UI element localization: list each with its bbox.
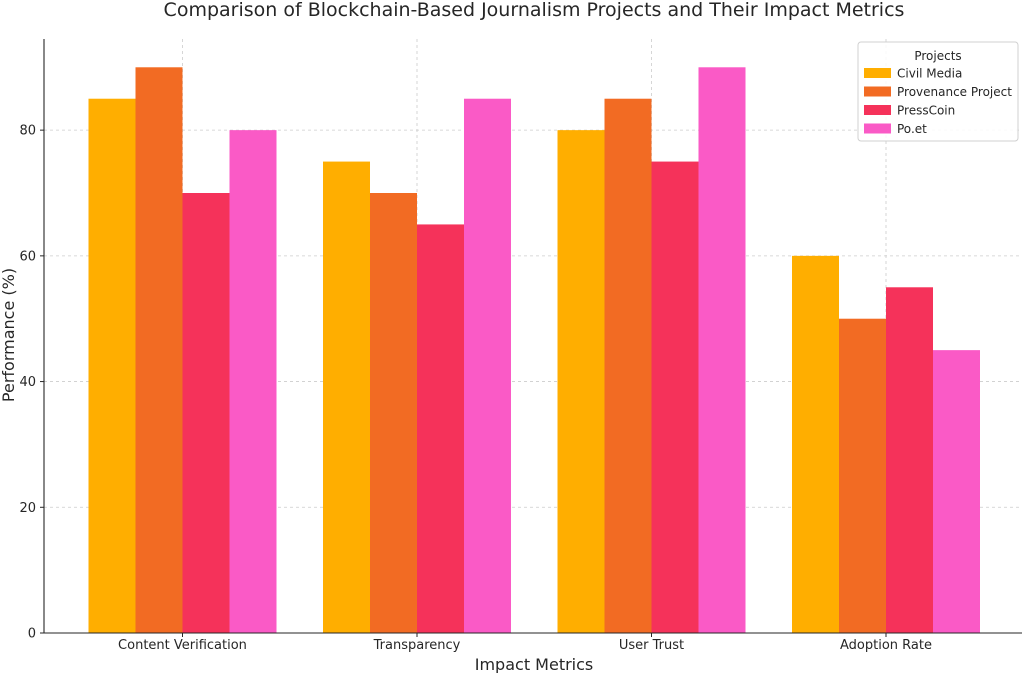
bar-provenance-project-content-verification [135,67,183,634]
x-axis-label: Impact Metrics [475,655,594,673]
bars [88,67,980,634]
legend-swatch [864,86,891,97]
x-tick-label: User Trust [619,638,684,653]
bar-civil-media-adoption-rate [792,255,839,633]
bar-civil-media-user-trust [557,130,605,633]
tick-labels: 0 20 40 60 80 Content Verification Transparenc… [19,124,932,653]
x-tick-label: Transparency [373,638,461,653]
bar-presscoin-adoption-rate [886,287,933,633]
y-tick-label: 20 [19,501,36,516]
legend-swatch [864,105,891,115]
bar-po-et-content-verification [229,130,277,633]
legend-title: Projects [914,49,961,63]
legend-label: Civil Media [897,67,962,81]
legend-label: Provenance Project [897,85,1012,99]
legend-label: Po.et [897,122,927,136]
x-tick-label: Adoption Rate [840,638,932,653]
y-tick-label: 80 [19,124,36,139]
bar-presscoin-transparency [417,224,464,633]
bar-presscoin-content-verification [182,193,230,633]
bar-po-et-transparency [464,98,511,633]
legend-label: PressCoin [897,104,955,118]
legend-frame [857,41,1019,142]
legend-swatch [864,123,891,134]
y-tick-label: 40 [19,375,36,390]
bar-po-et-adoption-rate [933,350,980,633]
bar-provenance-project-adoption-rate [839,318,886,633]
x-tick-label: Content Verification [118,638,247,653]
bar-po-et-user-trust [698,67,746,634]
y-tick-label: 0 [28,627,36,642]
legend: Projects Civil Media Provenance Project Pr… [857,41,1019,142]
bar-civil-media-transparency [323,161,370,634]
bar-civil-media-content-verification [88,98,136,633]
y-axis-label: Performance (%) [0,268,18,402]
bar-presscoin-user-trust [651,161,699,634]
bar-provenance-project-user-trust [604,98,652,633]
axes [40,39,1022,637]
y-tick-label: 60 [19,249,36,264]
bar-provenance-project-transparency [370,193,417,633]
chart-title: Comparison of Blockchain-Based Journalis… [164,0,905,21]
legend-swatch [864,68,891,78]
